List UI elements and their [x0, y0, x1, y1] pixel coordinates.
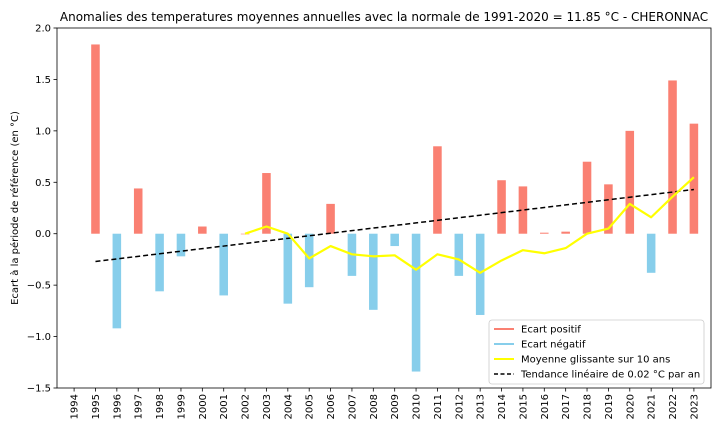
x-tick-label: 2021: [647, 394, 658, 419]
bar-2014: [497, 180, 506, 234]
x-tick-label: 2016: [540, 394, 551, 419]
bar-2011: [433, 146, 442, 234]
x-tick-label: 1995: [91, 394, 102, 419]
x-tick-label: 2013: [476, 394, 487, 419]
legend-label: Ecart positif: [521, 325, 581, 336]
x-tick-label: 2010: [412, 394, 423, 419]
x-tick-label: 1997: [134, 394, 145, 419]
bar-2008: [369, 233, 378, 310]
x-tick-label: 2008: [369, 394, 380, 419]
x-tick-label: 2004: [283, 394, 294, 419]
bar-1996: [112, 233, 122, 329]
x-tick-label: 2007: [347, 394, 358, 419]
bar-2016: [540, 232, 549, 234]
bar-2003: [262, 173, 271, 234]
bar-1995: [91, 44, 100, 234]
x-tick-label: 2009: [390, 394, 401, 419]
x-tick-label: 2023: [689, 394, 700, 419]
x-tick-label: 1999: [176, 394, 187, 419]
x-tick-label: 2015: [518, 394, 529, 419]
x-tick-label: 2022: [668, 394, 679, 419]
bar-2006: [326, 203, 335, 234]
y-tick-label: −1.0: [27, 332, 51, 343]
bar-2001: [219, 233, 228, 296]
y-tick-label: 0.0: [35, 229, 51, 240]
legend-label: Tendance linéaire de 0.02 °C par an: [520, 369, 700, 381]
x-tick-label: 2003: [262, 394, 273, 419]
bar-1997: [133, 188, 143, 234]
y-tick-label: −0.5: [27, 281, 51, 292]
x-tick-label: 1998: [155, 394, 166, 419]
y-axis-label: Ecart à la période de référence (en °C): [9, 111, 21, 305]
y-tick-label: 2.0: [35, 24, 51, 35]
bar-2000: [198, 226, 207, 234]
legend-label: Moyenne glissante sur 10 ans: [521, 355, 670, 366]
bar-1998: [155, 233, 164, 292]
chart-title: Anomalies des temperatures moyennes annu…: [60, 10, 708, 24]
x-tick-label: 2006: [326, 394, 337, 419]
bar-2005: [304, 233, 314, 288]
bar-2017: [561, 231, 570, 234]
rolling-mean-line: [244, 176, 695, 274]
x-tick-label: 1994: [70, 394, 81, 419]
legend-label: Ecart négatif: [521, 339, 586, 351]
bar-2002: [240, 233, 250, 235]
x-tick-label: 2002: [241, 394, 252, 419]
bar-2015: [518, 186, 528, 234]
bar-2009: [390, 233, 399, 247]
x-tick-label: 2020: [625, 394, 636, 419]
bar-2013: [475, 233, 485, 315]
y-tick-label: 0.5: [35, 178, 51, 189]
x-tick-label: 2005: [305, 394, 316, 419]
bar-2010: [411, 233, 421, 372]
y-tick-label: −1.5: [27, 384, 51, 395]
bar-2020: [625, 130, 635, 234]
x-tick-label: 2014: [497, 394, 508, 419]
x-tick-label: 2001: [219, 394, 230, 419]
bar-2022: [668, 80, 677, 234]
bar-2012: [454, 233, 464, 276]
x-tick-label: 2019: [604, 394, 615, 419]
plot-area: −1.5 −1.0 −0.5 0.0 0.5 1.0 1.5 2.0 1994 1995 1996 1…: [27, 24, 712, 419]
bar-2004: [283, 233, 293, 304]
bar-2021: [646, 233, 656, 273]
y-tick-label: 1.5: [35, 75, 51, 86]
x-tick-label: 2018: [583, 394, 594, 419]
legend: Ecart positif Ecart négatif Moyenne glissa…: [488, 319, 705, 385]
bar-2023: [689, 123, 699, 234]
x-tick-label: 2017: [561, 394, 572, 419]
x-tick-label: 2000: [198, 394, 209, 419]
x-tick-label: 2012: [454, 394, 465, 419]
plot-frame: [56, 27, 712, 389]
trend-line: [95, 188, 694, 263]
x-tick-label: 1996: [112, 394, 123, 419]
legend-box: [488, 319, 705, 385]
x-tick-label: 2011: [433, 394, 444, 419]
bar-1999: [176, 233, 186, 257]
bar-2018: [582, 161, 592, 234]
bar-2019: [604, 184, 613, 234]
y-tick-label: 1.0: [35, 126, 51, 137]
